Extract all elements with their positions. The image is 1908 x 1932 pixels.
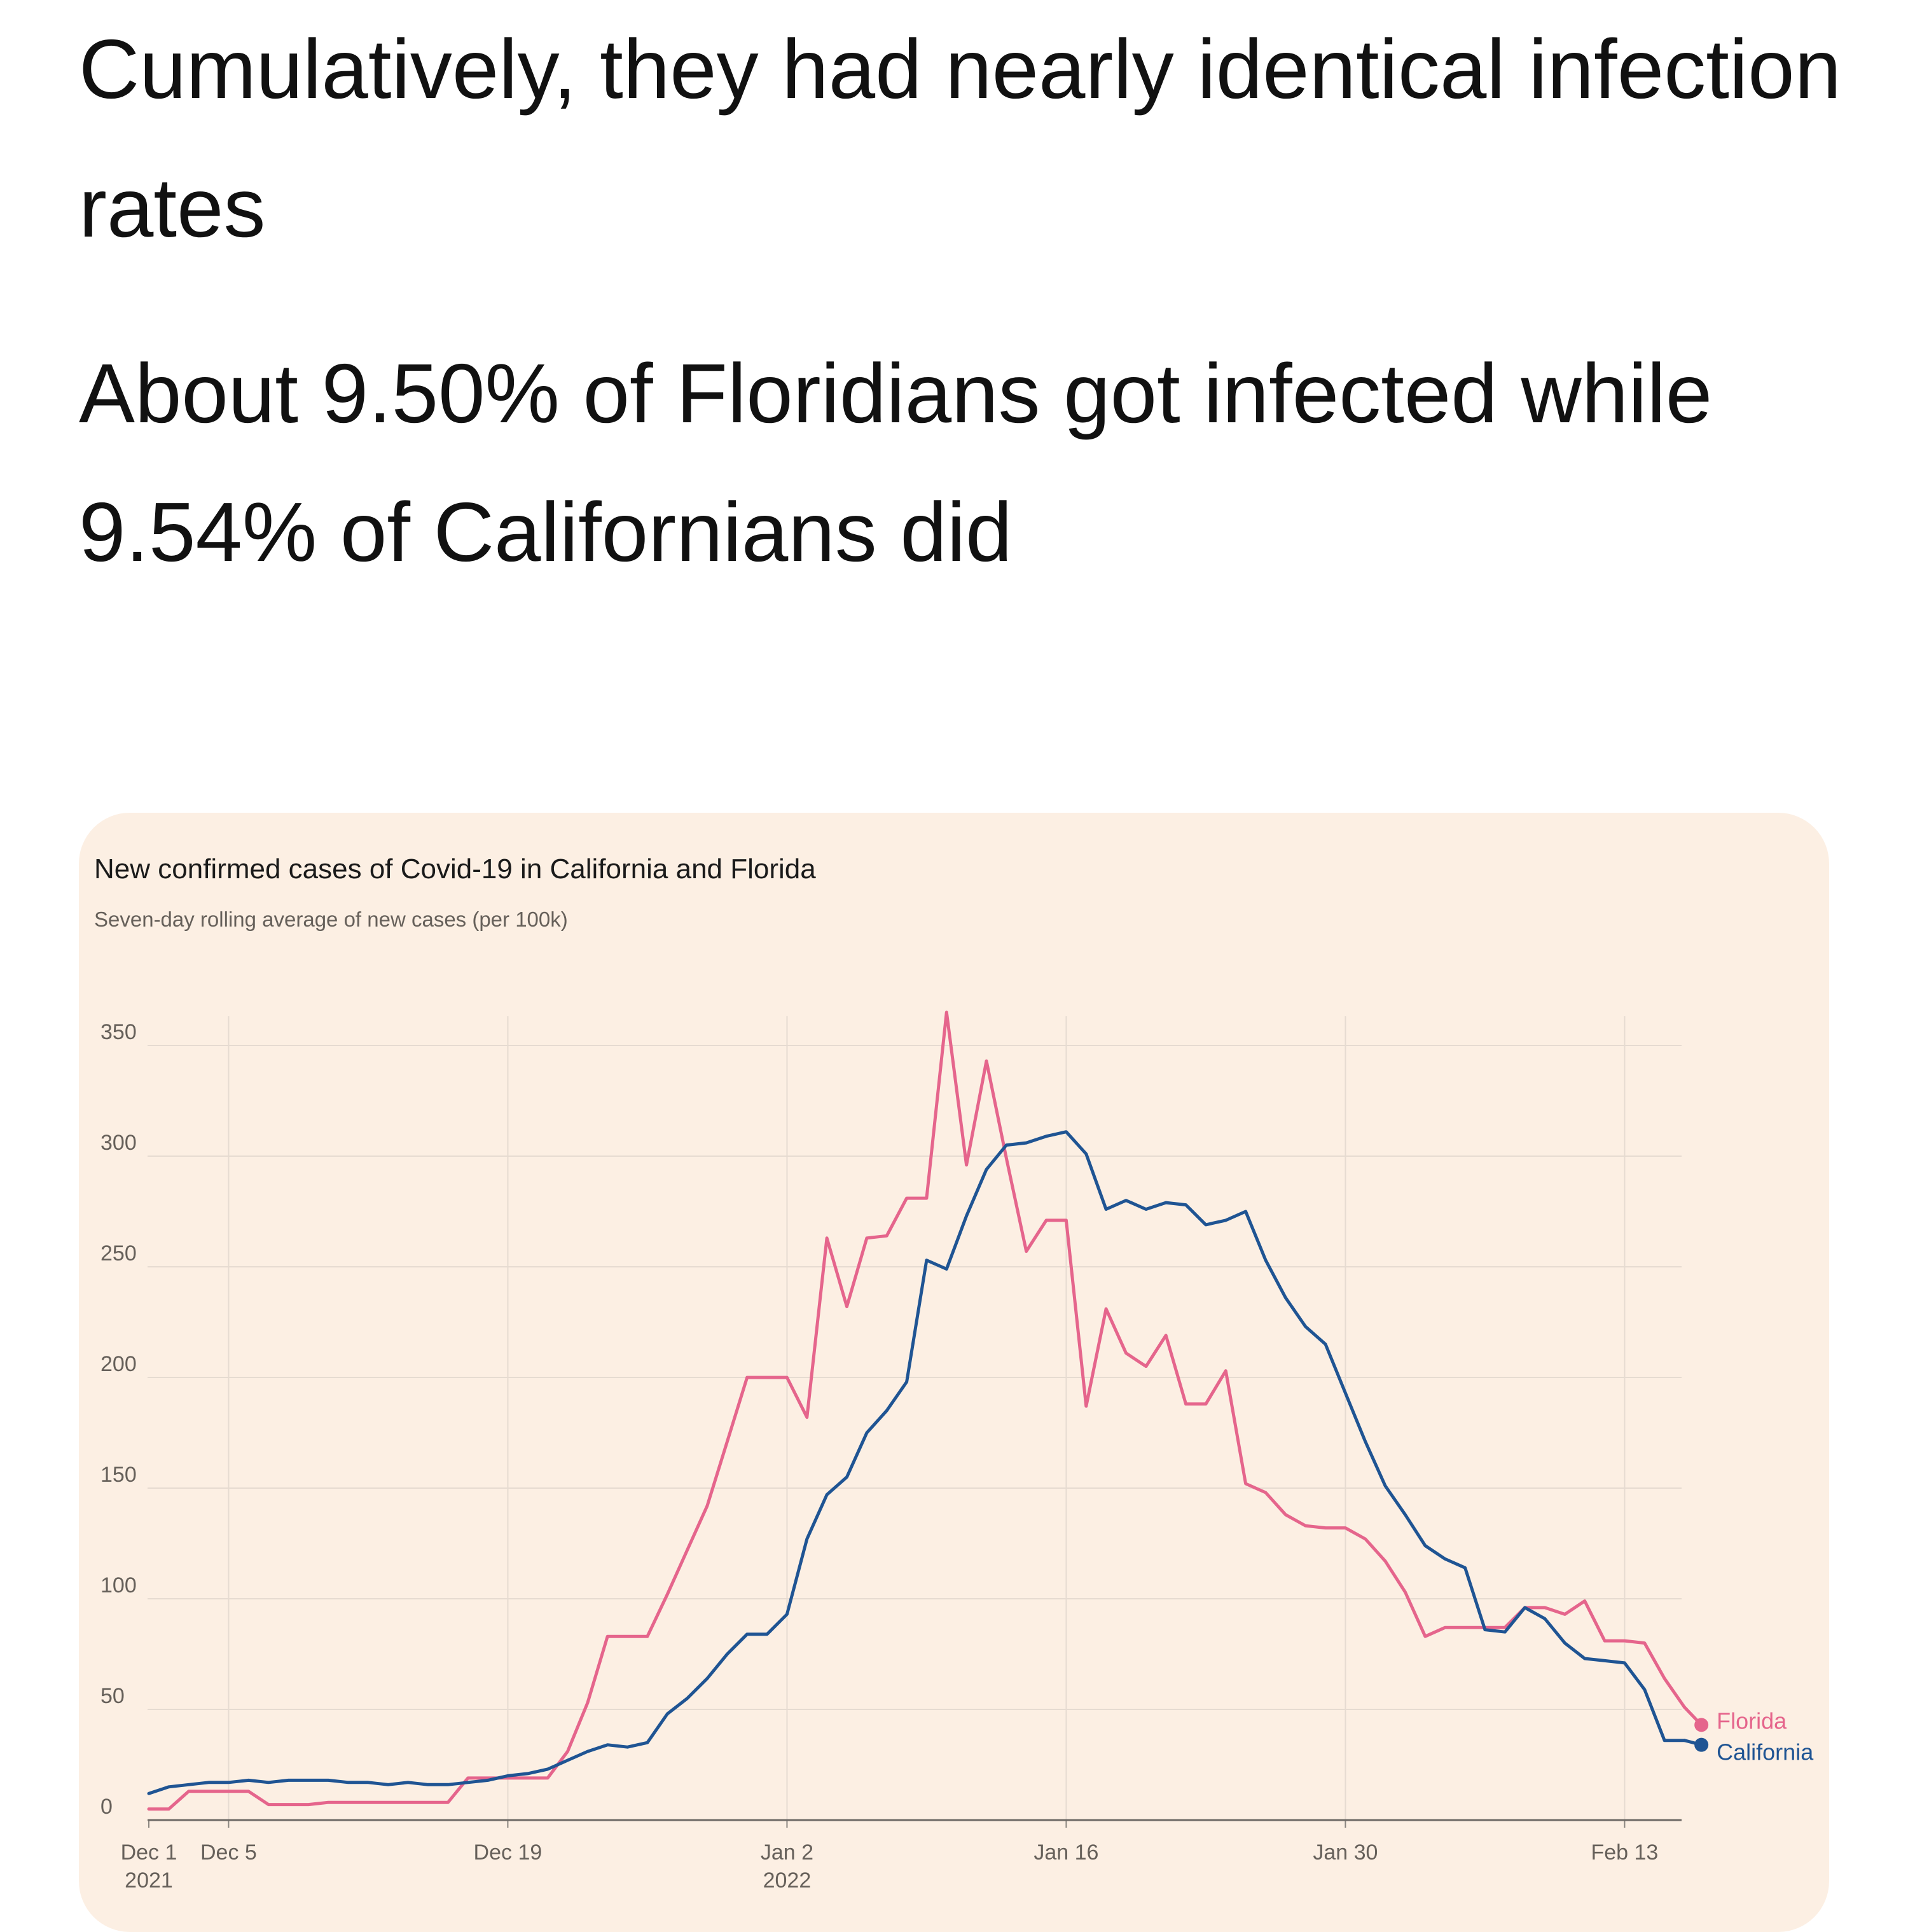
tweet-paragraph-2: About 9.50% of Floridians got infected w… xyxy=(79,347,1713,579)
x-tick-sublabel: 2021 xyxy=(125,1868,173,1893)
series-end-dot-florida xyxy=(1694,1718,1709,1732)
x-tick-label: Dec 19 xyxy=(474,1840,543,1865)
x-tick-label: Jan 16 xyxy=(1034,1840,1098,1865)
series-label-california: California xyxy=(1717,1739,1814,1765)
series-lines xyxy=(147,1011,1709,1811)
x-tick-label: Dec 1 xyxy=(121,1840,177,1865)
series-label-florida: Florida xyxy=(1717,1708,1787,1734)
y-tick-label: 250 xyxy=(100,1241,137,1266)
y-tick-label: 350 xyxy=(100,1020,137,1044)
tweet-paragraph-1: Cumulatively, they had nearly identical … xyxy=(79,22,1842,254)
y-tick-label: 300 xyxy=(100,1131,137,1155)
chart-subtitle: Seven-day rolling average of new cases (… xyxy=(94,907,568,931)
x-tick-label: Jan 30 xyxy=(1313,1840,1378,1865)
x-tick-sublabel: 2022 xyxy=(763,1868,812,1893)
axis-labels: 0 50 100 150 200 250 300 350 Dec 1 2021 Dec 5 Dec 1… xyxy=(100,1020,1814,1893)
y-tick-label: 200 xyxy=(100,1352,137,1376)
series-line-florida xyxy=(147,1011,1686,1811)
y-tick-label: 100 xyxy=(100,1573,137,1597)
x-tick-label: Jan 2 xyxy=(761,1840,813,1865)
chart-title: New confirmed cases of Covid-19 in Calif… xyxy=(94,853,816,885)
y-tick-label: 150 xyxy=(100,1463,137,1487)
line-chart: New confirmed cases of Covid-19 in Calif… xyxy=(94,853,1814,1893)
series-end-dot-california xyxy=(1694,1737,1709,1752)
tweet-text: Cumulatively, they had nearly identical … xyxy=(79,0,1860,602)
chart-card: New confirmed cases of Covid-19 in Calif… xyxy=(79,813,1829,1932)
series-line-california xyxy=(147,1130,1686,1795)
x-tick-label: Feb 13 xyxy=(1591,1840,1658,1865)
y-tick-label: 0 xyxy=(100,1795,113,1819)
x-tick-label: Dec 5 xyxy=(200,1840,257,1865)
gridlines xyxy=(148,1016,1682,1828)
y-tick-label: 50 xyxy=(100,1684,125,1708)
